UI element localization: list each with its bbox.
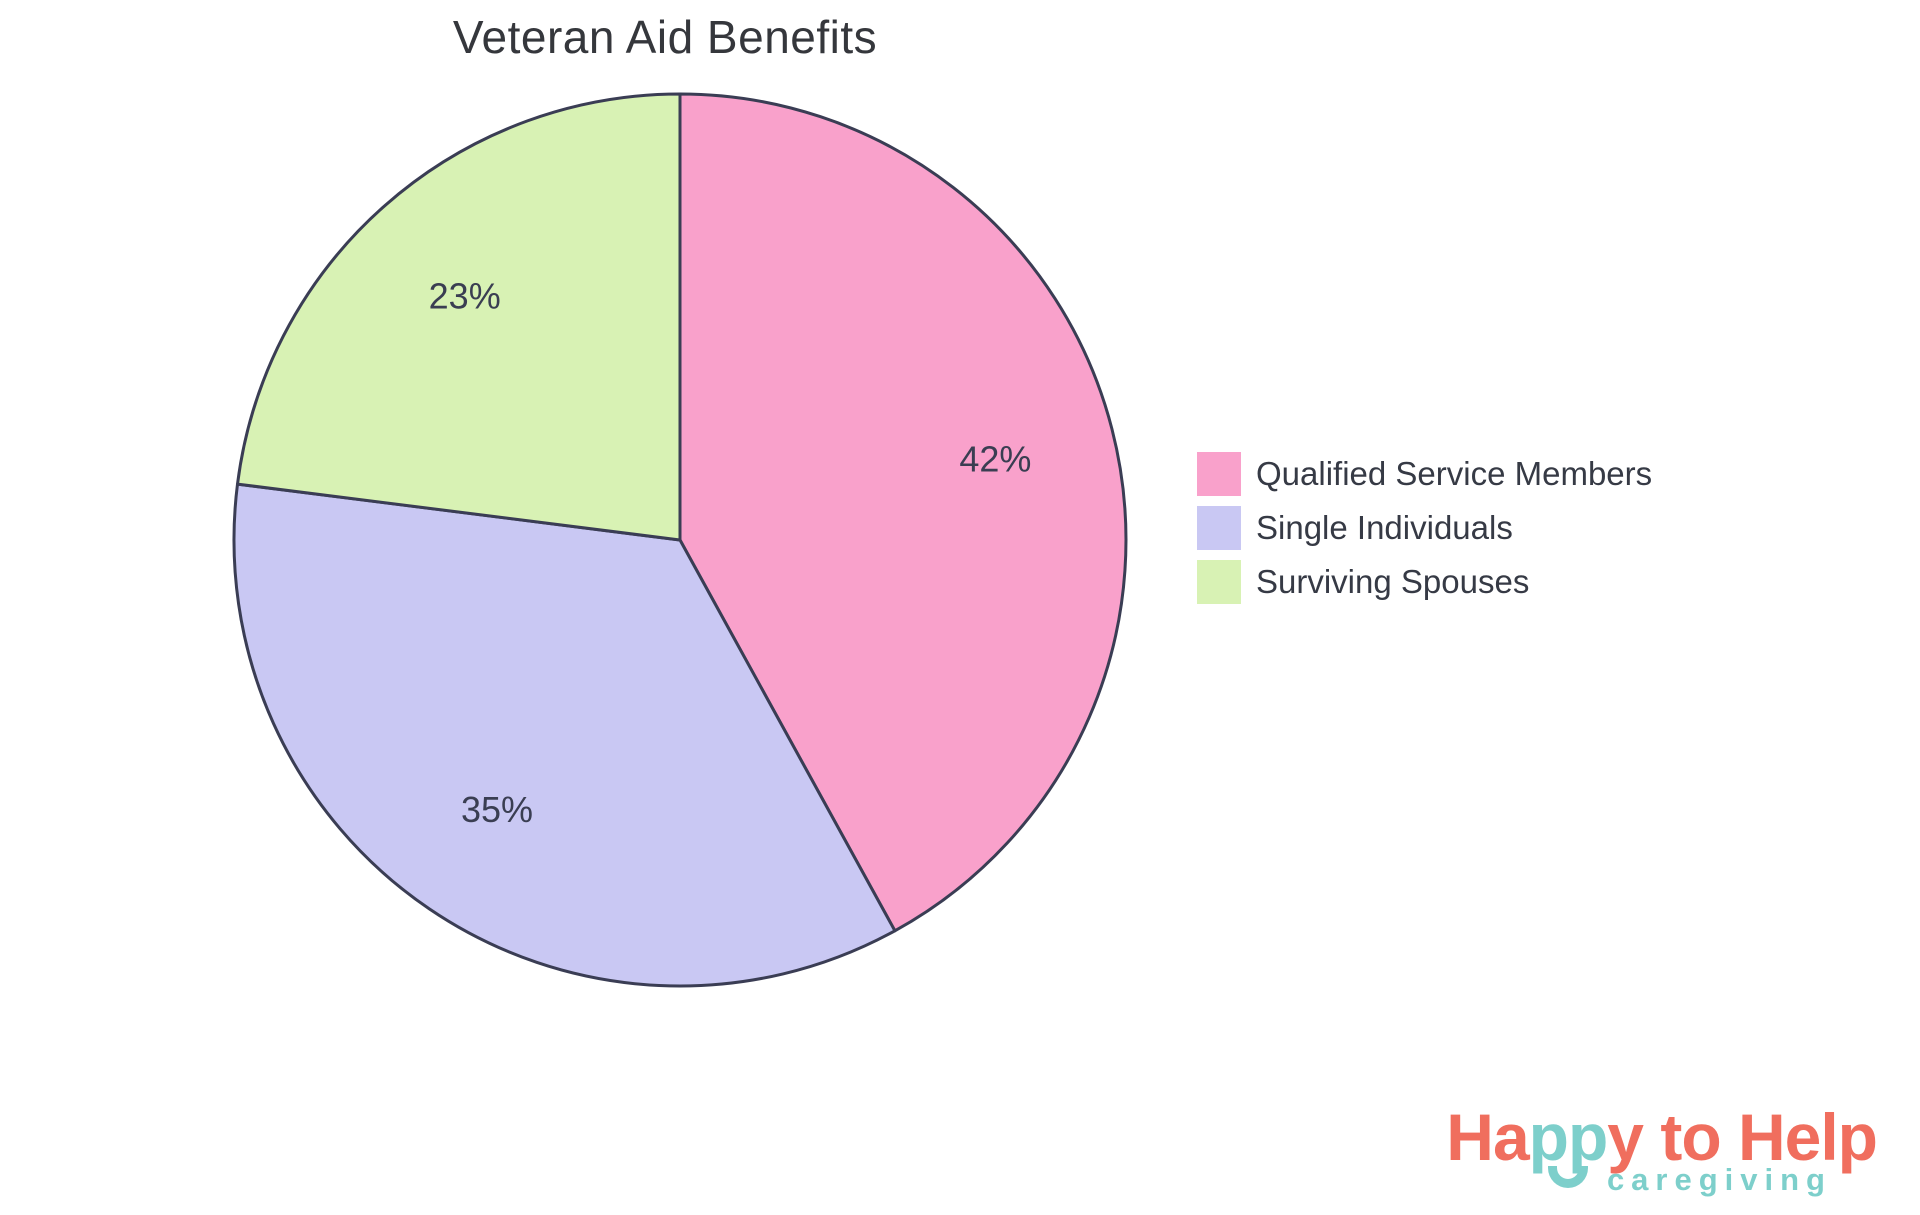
chart-title: Veteran Aid Benefits xyxy=(452,11,878,63)
pie-slice-single-individuals[interactable] xyxy=(232,482,897,988)
legend-item[interactable]: Single Individuals xyxy=(1197,506,1652,550)
legend-swatch xyxy=(1197,506,1241,550)
legend-swatch xyxy=(1197,560,1241,604)
pie-slice-qualified-service-members[interactable] xyxy=(678,92,1128,933)
pie-slice-surviving-spouses[interactable] xyxy=(236,92,682,542)
legend: Qualified Service Members Single Individu… xyxy=(1197,452,1652,614)
logo-text-part2: pp xyxy=(1529,1104,1608,1188)
pie-percent-label: 23% xyxy=(429,275,501,316)
brand-logo: Happ y to Help caregiving xyxy=(1446,1104,1878,1198)
logo-wordmark: Happ y to Help xyxy=(1446,1104,1878,1188)
legend-label: Single Individuals xyxy=(1256,509,1513,546)
legend-label: Surviving Spouses xyxy=(1256,563,1530,600)
logo-text-part3: y to Help xyxy=(1607,1100,1878,1174)
legend-item[interactable]: Surviving Spouses xyxy=(1197,560,1652,604)
smile-icon xyxy=(1547,1166,1588,1188)
legend-label: Qualified Service Members xyxy=(1256,455,1653,492)
pie-percent-label: 42% xyxy=(959,439,1031,480)
pie-percent-label: 35% xyxy=(461,789,533,830)
logo-text-part1: Ha xyxy=(1446,1100,1529,1174)
legend-item[interactable]: Qualified Service Members xyxy=(1197,452,1652,496)
logo-tagline: caregiving xyxy=(1606,1162,1832,1197)
legend-swatch xyxy=(1197,452,1241,496)
